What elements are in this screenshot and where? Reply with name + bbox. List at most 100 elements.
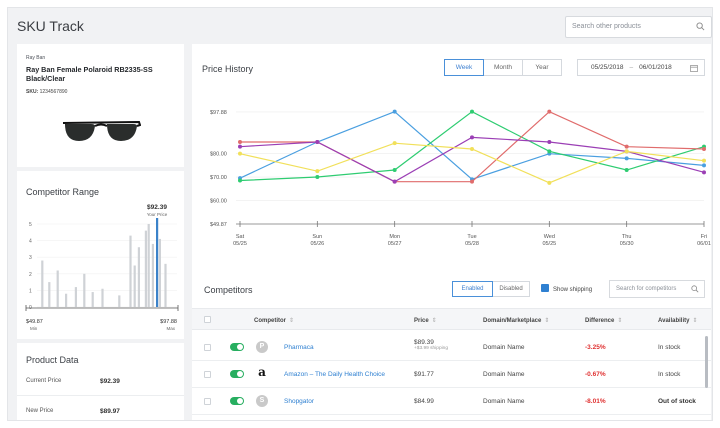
data-point[interactable] xyxy=(238,178,242,183)
competitor-name-link[interactable]: Shopgator xyxy=(284,398,314,405)
y-tick-label: $97.88 xyxy=(210,110,227,116)
histogram-bar xyxy=(147,224,150,307)
calendar-icon[interactable] xyxy=(690,64,698,72)
tab-year[interactable]: Year xyxy=(522,59,562,76)
x-tick-day: Thu xyxy=(622,234,631,240)
table-scrollbar[interactable] xyxy=(705,336,708,388)
filter-disabled-button[interactable]: Disabled xyxy=(492,281,530,297)
data-point[interactable] xyxy=(547,109,552,114)
data-point[interactable] xyxy=(547,149,552,154)
series-line-3 xyxy=(240,110,705,183)
amazon-logo-icon: a xyxy=(258,365,266,379)
data-point[interactable] xyxy=(392,109,397,114)
row-checkbox[interactable] xyxy=(204,371,211,378)
data-point[interactable] xyxy=(470,135,474,140)
competitor-name-link[interactable]: Pharmaca xyxy=(284,344,314,351)
app-frame: SKU Track Search other products Ray Ban … xyxy=(7,7,713,421)
product-search-input[interactable]: Search other products xyxy=(565,16,712,38)
date-range-picker[interactable]: 05/25/2018–06/01/2018 xyxy=(577,59,705,76)
data-point[interactable] xyxy=(470,109,474,114)
row-checkbox[interactable] xyxy=(204,398,211,405)
y-tick-label: 2 xyxy=(29,272,32,278)
table-row[interactable] xyxy=(192,415,711,420)
data-point[interactable] xyxy=(624,144,629,149)
data-point[interactable] xyxy=(624,168,629,173)
enabled-toggle[interactable] xyxy=(230,397,244,405)
data-point[interactable] xyxy=(392,168,397,173)
sort-icon[interactable]: ⇕ xyxy=(617,318,623,324)
checkbox-checked-icon[interactable] xyxy=(541,284,549,292)
data-point[interactable] xyxy=(392,141,397,146)
data-point[interactable] xyxy=(624,156,629,161)
availability-cell: In stock xyxy=(658,371,681,378)
sort-icon[interactable]: ⇕ xyxy=(431,318,437,324)
tab-month[interactable]: Month xyxy=(483,59,523,76)
column-domain[interactable]: Domain/Marketplace ⇕ xyxy=(483,317,549,324)
data-point[interactable] xyxy=(470,147,474,152)
price-history-chart: $97.88$80.00$70.00$60.00$49.87Sat05/25Su… xyxy=(210,109,711,247)
data-point[interactable] xyxy=(702,170,706,175)
competitor-range-card: Competitor Range $92.39 Your Price $49.8… xyxy=(17,171,184,339)
product-card: Ray Ban Ray Ban Female Polaroid RB2335-S… xyxy=(17,44,184,167)
data-point[interactable] xyxy=(238,151,242,156)
x-tick-date: 06/01 xyxy=(697,241,711,247)
x-tick-day: Sun xyxy=(312,234,322,240)
data-point[interactable] xyxy=(547,140,552,145)
data-point[interactable] xyxy=(547,180,552,185)
histogram-bar xyxy=(41,260,44,307)
filter-enabled-button[interactable]: Enabled xyxy=(452,281,493,297)
competitor-name-link[interactable]: Amazon – The Daily Health Choice xyxy=(284,371,386,378)
table-header: Competitor ⇕ Price ⇕ Domain/Marketplace ⇕ D… xyxy=(192,308,711,330)
sort-icon[interactable]: ⇕ xyxy=(289,318,295,324)
divider xyxy=(17,395,184,396)
histogram-bar xyxy=(144,230,147,307)
search-icon[interactable] xyxy=(691,285,699,293)
price-cell: $91.77 xyxy=(414,371,434,378)
sort-icon[interactable]: ⇕ xyxy=(544,318,550,324)
histogram-bar xyxy=(83,273,86,307)
histogram-bar xyxy=(101,288,104,307)
sku-value: 1234567890 xyxy=(39,89,68,95)
select-all-checkbox[interactable] xyxy=(204,316,211,323)
data-point[interactable] xyxy=(315,175,320,180)
histogram-bar xyxy=(74,287,77,307)
row-checkbox[interactable] xyxy=(204,344,211,351)
data-point[interactable] xyxy=(315,169,320,174)
column-competitor[interactable]: Competitor ⇕ xyxy=(254,317,294,324)
price-cell: $89.39 +$3.99 shipping xyxy=(414,339,448,351)
data-point[interactable] xyxy=(238,144,242,149)
data-point[interactable] xyxy=(624,149,629,154)
your-price-marker xyxy=(156,218,159,307)
data-point[interactable] xyxy=(470,179,474,184)
domain-cell: Domain Name xyxy=(483,344,525,351)
domain-cell: Domain Name xyxy=(483,398,525,405)
data-point[interactable] xyxy=(315,140,320,145)
column-price[interactable]: Price ⇕ xyxy=(414,317,437,324)
sort-icon[interactable]: ⇕ xyxy=(692,318,698,324)
competitor-search-input[interactable]: Search for competitors xyxy=(609,280,705,298)
data-point[interactable] xyxy=(238,140,242,145)
data-point[interactable] xyxy=(702,163,706,168)
table-row[interactable]: a Amazon – The Daily Health Choice $91.7… xyxy=(192,361,711,388)
data-point[interactable] xyxy=(702,147,706,152)
table-row[interactable]: S Shopgator $84.99 Domain Name -8.01% Ou… xyxy=(192,388,711,415)
data-point[interactable] xyxy=(702,158,706,163)
column-availability-label: Availability xyxy=(658,318,690,324)
product-name: Ray Ban Female Polaroid RB2335-SS Black/… xyxy=(26,65,153,83)
show-shipping-checkbox[interactable]: Show shipping xyxy=(541,284,592,293)
table-row[interactable]: P Pharmaca $89.39 +$3.99 shipping Domain … xyxy=(192,334,711,361)
product-search-placeholder: Search other products xyxy=(572,23,641,30)
column-domain-label: Domain/Marketplace xyxy=(483,318,542,324)
search-icon[interactable] xyxy=(696,22,705,31)
histogram-bar xyxy=(48,282,51,307)
difference-cell: -3.25% xyxy=(585,344,606,351)
tab-week[interactable]: Week xyxy=(444,59,484,76)
enabled-toggle[interactable] xyxy=(230,343,244,351)
data-point[interactable] xyxy=(392,179,397,184)
product-sku: SKU: 1234567890 xyxy=(26,89,67,95)
column-availability[interactable]: Availability ⇕ xyxy=(658,317,698,324)
enabled-toggle[interactable] xyxy=(230,370,244,378)
column-difference[interactable]: Difference ⇕ xyxy=(585,317,622,324)
new-price-value: $89.97 xyxy=(100,408,120,415)
y-tick-label: $49.87 xyxy=(210,222,227,228)
